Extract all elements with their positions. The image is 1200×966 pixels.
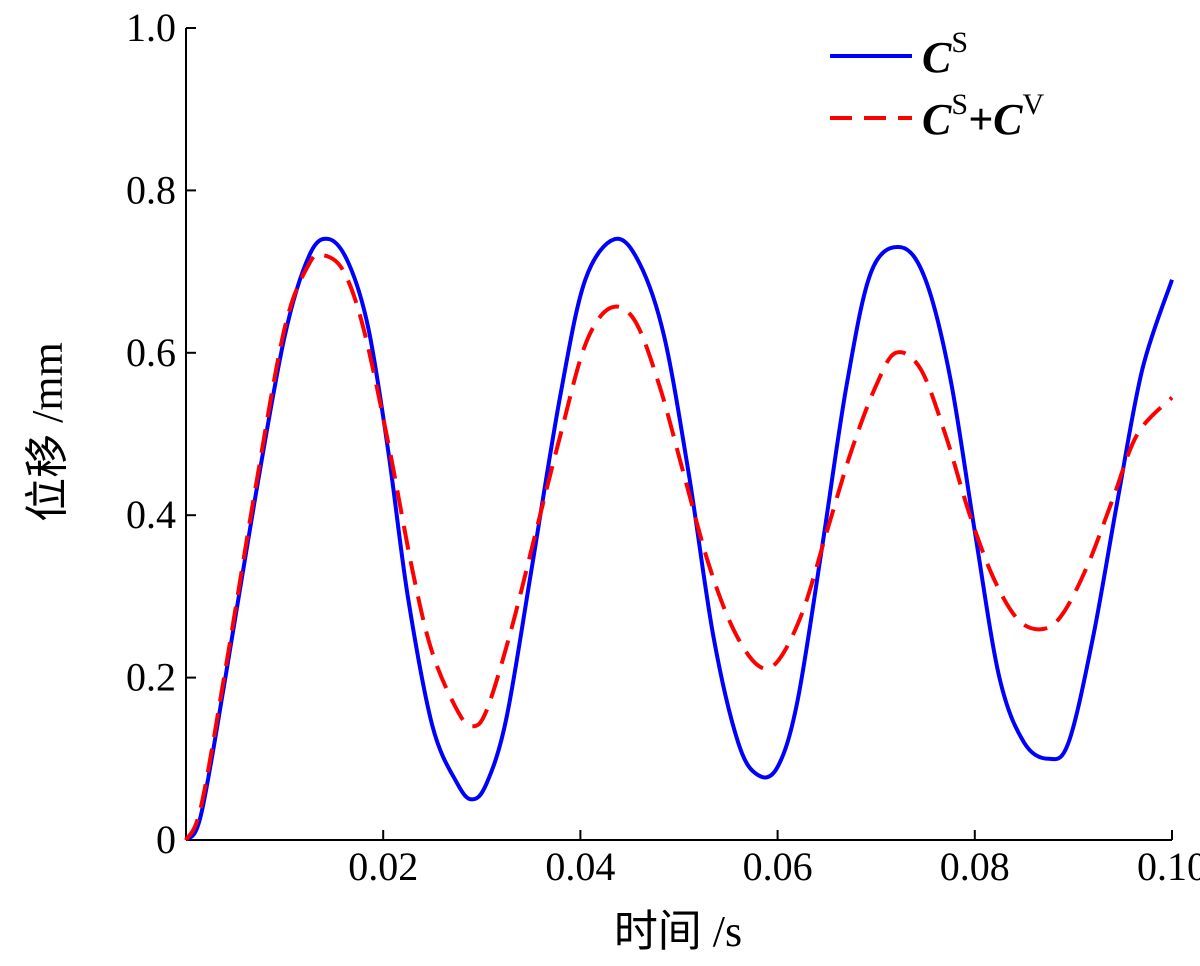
x-tick-label: 0.08 xyxy=(940,844,1010,889)
x-tick-label: 0.04 xyxy=(545,844,615,889)
x-tick-label: 0.06 xyxy=(743,844,813,889)
y-tick-label: 0.6 xyxy=(126,330,176,375)
y-axis-title: 位移 /mm xyxy=(23,342,72,522)
y-axis-ticks: 0 0.2 0.4 0.6 0.8 1.0 xyxy=(126,5,196,862)
x-axis-ticks: 0.02 0.04 0.06 0.08 0.10 xyxy=(348,830,1200,889)
series-1-line xyxy=(184,236,1174,842)
series-layer xyxy=(184,236,1174,842)
y-tick-label: 0.2 xyxy=(126,655,176,700)
x-tick-label: 0.02 xyxy=(348,844,418,889)
legend-label-series-2: CS+CV xyxy=(922,88,1044,144)
y-tick-label: 1.0 xyxy=(126,5,176,50)
axes xyxy=(185,28,1172,841)
x-axis-title: 时间 /s xyxy=(614,907,742,956)
legend: CS CS+CV xyxy=(830,26,1044,144)
y-tick-label: 0 xyxy=(156,817,176,862)
series-2-line xyxy=(184,252,1174,842)
legend-label-series-1: CS xyxy=(922,26,968,82)
y-tick-label: 0.8 xyxy=(126,167,176,212)
y-tick-label: 0.4 xyxy=(126,492,176,537)
x-tick-label: 0.10 xyxy=(1137,844,1200,889)
